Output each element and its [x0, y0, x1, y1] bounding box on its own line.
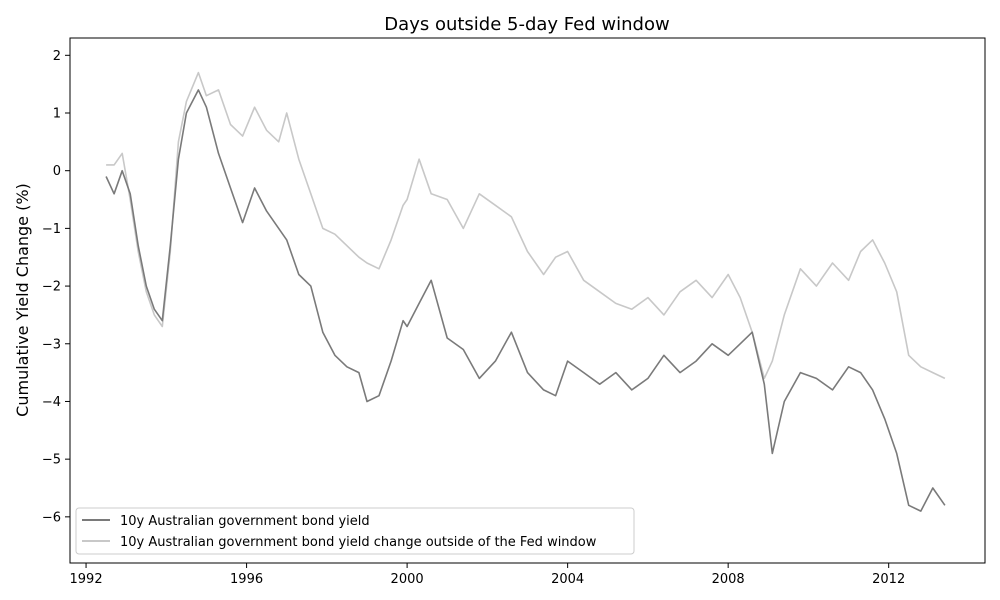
legend: 10y Australian government bond yield 10y… [75, 507, 635, 555]
y-tick-label: −4 [42, 395, 61, 410]
x-tick-label: 2012 [872, 572, 905, 587]
y-tick-label: −6 [42, 510, 61, 525]
y-tick-label: −5 [42, 453, 61, 468]
series-line-outside-fed-window [106, 71, 946, 380]
x-tick-label: 1996 [230, 572, 263, 587]
y-tick-label: −2 [42, 280, 61, 295]
y-tick-label: −3 [42, 337, 61, 352]
series-line-yield [105, 89, 946, 512]
plot-area [69, 37, 986, 564]
series-layer [105, 71, 946, 512]
y-tick-label: 2 [53, 49, 61, 64]
legend-label-yield: 10y Australian government bond yield [120, 514, 370, 529]
legend-box [75, 507, 635, 555]
x-tick-label: 2008 [712, 572, 745, 587]
y-axis: 2 1 0 −1 −2 −3 −4 −5 −6 [42, 49, 70, 525]
y-tick-label: −1 [42, 222, 61, 237]
y-axis-label: Cumulative Yield Change (%) [13, 183, 32, 417]
legend-label-outside-fed-window: 10y Australian government bond yield cha… [120, 535, 597, 550]
y-tick-label: 0 [53, 164, 61, 179]
x-tick-label: 2000 [391, 572, 424, 587]
x-tick-label: 2004 [551, 572, 584, 587]
x-axis: 1992 1996 2000 2004 2008 2012 [70, 563, 905, 587]
x-tick-label: 1992 [70, 572, 103, 587]
y-tick-label: 1 [53, 107, 61, 122]
chart-title: Days outside 5-day Fed window [384, 14, 669, 35]
